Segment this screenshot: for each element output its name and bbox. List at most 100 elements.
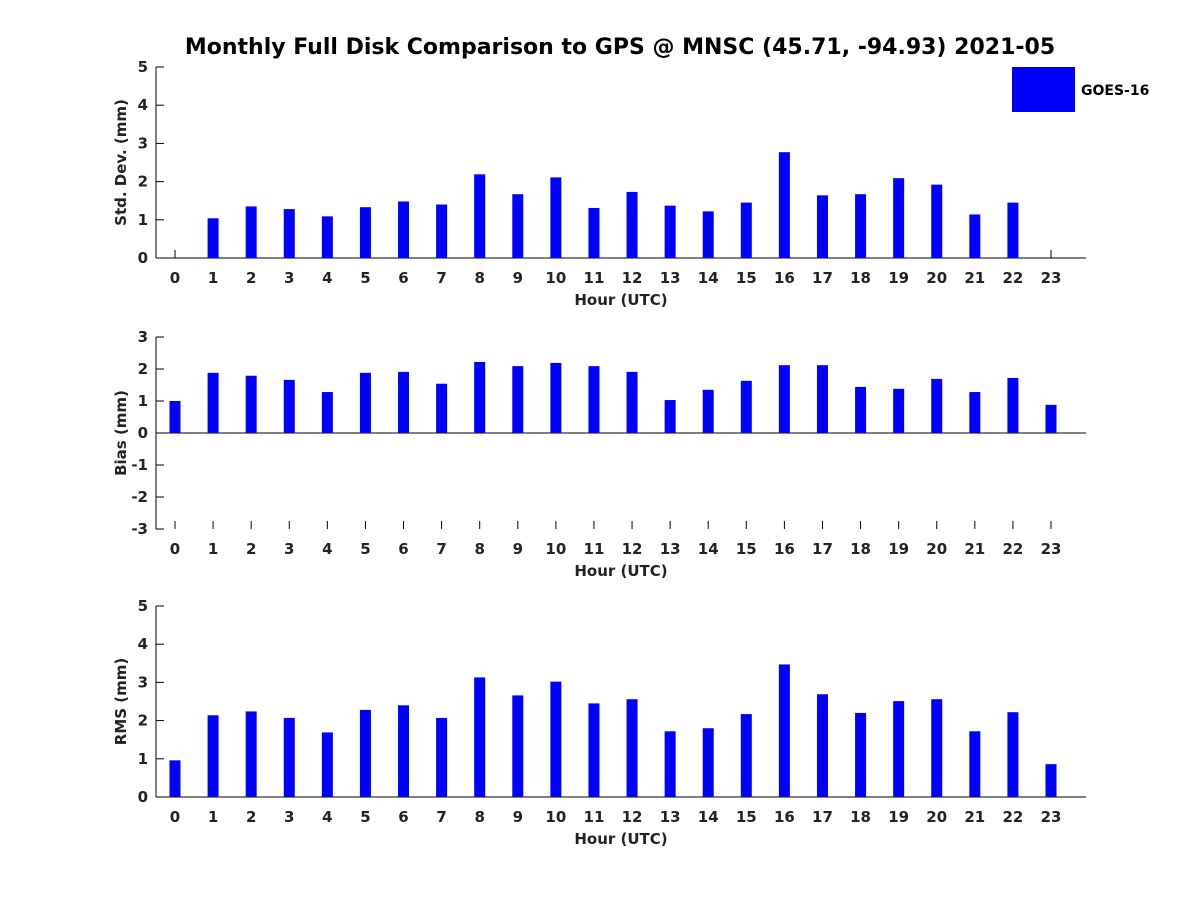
y-tick-label: -3: [131, 520, 148, 538]
bar-hour-18: [855, 712, 867, 797]
bar-hour-13: [664, 400, 676, 433]
x-tick-label: 13: [660, 540, 681, 558]
bar-hour-14: [702, 389, 714, 433]
bar-hour-9: [512, 194, 524, 258]
x-tick-label: 14: [698, 540, 719, 558]
bar-hour-17: [816, 365, 828, 433]
bar-hour-7: [436, 717, 448, 797]
y-tick-label: 4: [138, 96, 148, 114]
x-tick-label: 4: [322, 540, 332, 558]
legend-label: GOES-16: [1081, 83, 1149, 99]
x-tick-label: 22: [1002, 808, 1023, 826]
bar-hour-9: [512, 366, 524, 433]
x-tick-label: 9: [513, 269, 523, 287]
x-tick-label: 12: [622, 269, 643, 287]
x-tick-label: 17: [812, 540, 833, 558]
bar-hour-17: [816, 694, 828, 797]
y-tick-label: 2: [138, 173, 148, 191]
x-tick-label: 1: [208, 269, 218, 287]
x-tick-label: 9: [513, 540, 523, 558]
x-tick-label: 2: [246, 540, 256, 558]
y-tick-label: -1: [131, 456, 148, 474]
y-tick-label: 3: [138, 673, 148, 691]
x-tick-label: 2: [246, 269, 256, 287]
y-axis-label: Bias (mm): [112, 390, 130, 476]
x-tick-label: 6: [398, 808, 408, 826]
bar-hour-20: [931, 699, 943, 797]
x-tick-label: 10: [545, 540, 566, 558]
y-tick-label: 4: [138, 635, 148, 653]
bar-hour-2: [245, 375, 257, 433]
x-tick-label: 13: [660, 808, 681, 826]
x-tick-label: 10: [545, 808, 566, 826]
x-tick-label: 0: [170, 808, 180, 826]
bar-hour-2: [245, 206, 257, 258]
y-tick-label: 1: [138, 211, 148, 229]
bar-hour-23: [1045, 764, 1057, 797]
x-tick-label: 7: [436, 269, 446, 287]
bar-hour-1: [207, 715, 219, 797]
legend-swatch: [1012, 67, 1075, 112]
bar-hour-3: [283, 209, 295, 258]
x-tick-label: 12: [622, 540, 643, 558]
bar-hour-13: [664, 731, 676, 797]
bar-hour-18: [855, 194, 867, 258]
bar-hour-15: [740, 380, 752, 433]
x-tick-label: 6: [398, 269, 408, 287]
bar-hour-16: [778, 365, 790, 433]
bar-hour-6: [398, 371, 410, 433]
bar-hour-0: [169, 401, 181, 433]
bar-hour-20: [931, 184, 943, 258]
legend: GOES-16: [1012, 67, 1149, 112]
bar-hour-3: [283, 717, 295, 797]
bar-hour-12: [626, 699, 638, 797]
bar-hour-8: [474, 361, 486, 433]
bar-hour-14: [702, 728, 714, 797]
x-tick-label: 20: [926, 808, 947, 826]
x-tick-label: 21: [964, 808, 985, 826]
x-tick-label: 23: [1041, 808, 1062, 826]
x-tick-label: 22: [1002, 540, 1023, 558]
bar-hour-0: [169, 760, 181, 797]
bar-hour-11: [588, 366, 600, 433]
x-tick-label: 7: [436, 808, 446, 826]
x-tick-label: 20: [926, 269, 947, 287]
x-tick-label: 23: [1041, 540, 1062, 558]
bar-hour-5: [359, 709, 371, 797]
bar-hour-19: [893, 388, 905, 433]
x-tick-label: 13: [660, 269, 681, 287]
x-tick-label: 19: [888, 808, 909, 826]
y-tick-label: 5: [138, 58, 148, 76]
x-tick-label: 6: [398, 540, 408, 558]
bar-hour-7: [436, 383, 448, 433]
bar-hour-2: [245, 711, 257, 797]
y-tick-label: 0: [138, 788, 148, 806]
bar-hour-21: [969, 214, 981, 258]
bar-hour-20: [931, 378, 943, 433]
x-tick-label: 3: [284, 540, 294, 558]
bar-hour-21: [969, 392, 981, 433]
x-tick-label: 10: [545, 269, 566, 287]
y-axis-label: Std. Dev. (mm): [112, 99, 130, 226]
x-tick-label: 18: [850, 540, 871, 558]
x-tick-label: 8: [474, 269, 484, 287]
bar-hour-14: [702, 211, 714, 258]
x-tick-label: 5: [360, 808, 370, 826]
x-tick-label: 1: [208, 540, 218, 558]
y-tick-label: -2: [131, 488, 148, 506]
bar-hour-8: [474, 174, 486, 258]
bar-hour-16: [778, 664, 790, 797]
y-tick-label: 0: [138, 424, 148, 442]
x-tick-label: 8: [474, 808, 484, 826]
y-tick-label: 3: [138, 328, 148, 346]
x-tick-label: 14: [698, 808, 719, 826]
bar-hour-17: [816, 195, 828, 258]
y-tick-label: 2: [138, 712, 148, 730]
x-tick-label: 11: [584, 808, 605, 826]
x-tick-label: 3: [284, 269, 294, 287]
x-tick-label: 15: [736, 540, 757, 558]
x-tick-label: 19: [888, 269, 909, 287]
